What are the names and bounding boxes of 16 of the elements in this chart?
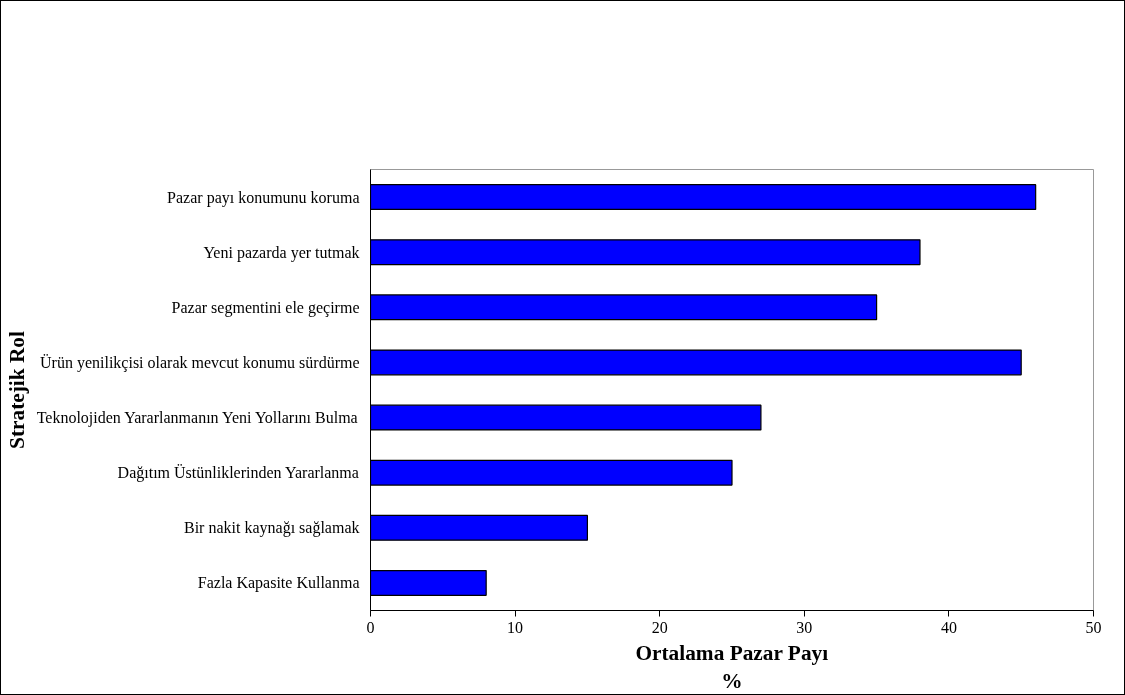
- x-axis-title: Ortalama Pazar Payı %: [635, 640, 829, 694]
- y-tick-label: Pazar payı konumunu koruma: [167, 188, 360, 207]
- x-tick-label: 50: [1085, 618, 1102, 636]
- y-tick-label: Bir nakit kaynağı sağlamak: [183, 519, 360, 538]
- x-tick-label: 30: [796, 618, 813, 636]
- x-tick-label: 40: [940, 618, 957, 636]
- y-tick-label: Ürün yenilikçisi olarak mevcut konumu sürdürme: [40, 353, 360, 372]
- x-tick-label: 0: [366, 618, 375, 636]
- x-tick-label: 10: [507, 618, 524, 636]
- y-tick-label: Pazar segmentini ele geçirme: [171, 298, 360, 317]
- y-axis-title: Stratejik Rol: [4, 330, 29, 449]
- y-tick-label: Fazla Kapasite Kullanma: [197, 574, 360, 593]
- x-tick-label: 20: [651, 618, 668, 636]
- y-tick-label: Teknolojiden Yararlanmanın Yeni Yollarını Bulma: [36, 409, 358, 428]
- y-tick-label: Yeni pazarda yer tutmak: [203, 243, 360, 262]
- y-tick-label: Dağıtım Üstünliklerinden Yararlanma: [117, 464, 359, 483]
